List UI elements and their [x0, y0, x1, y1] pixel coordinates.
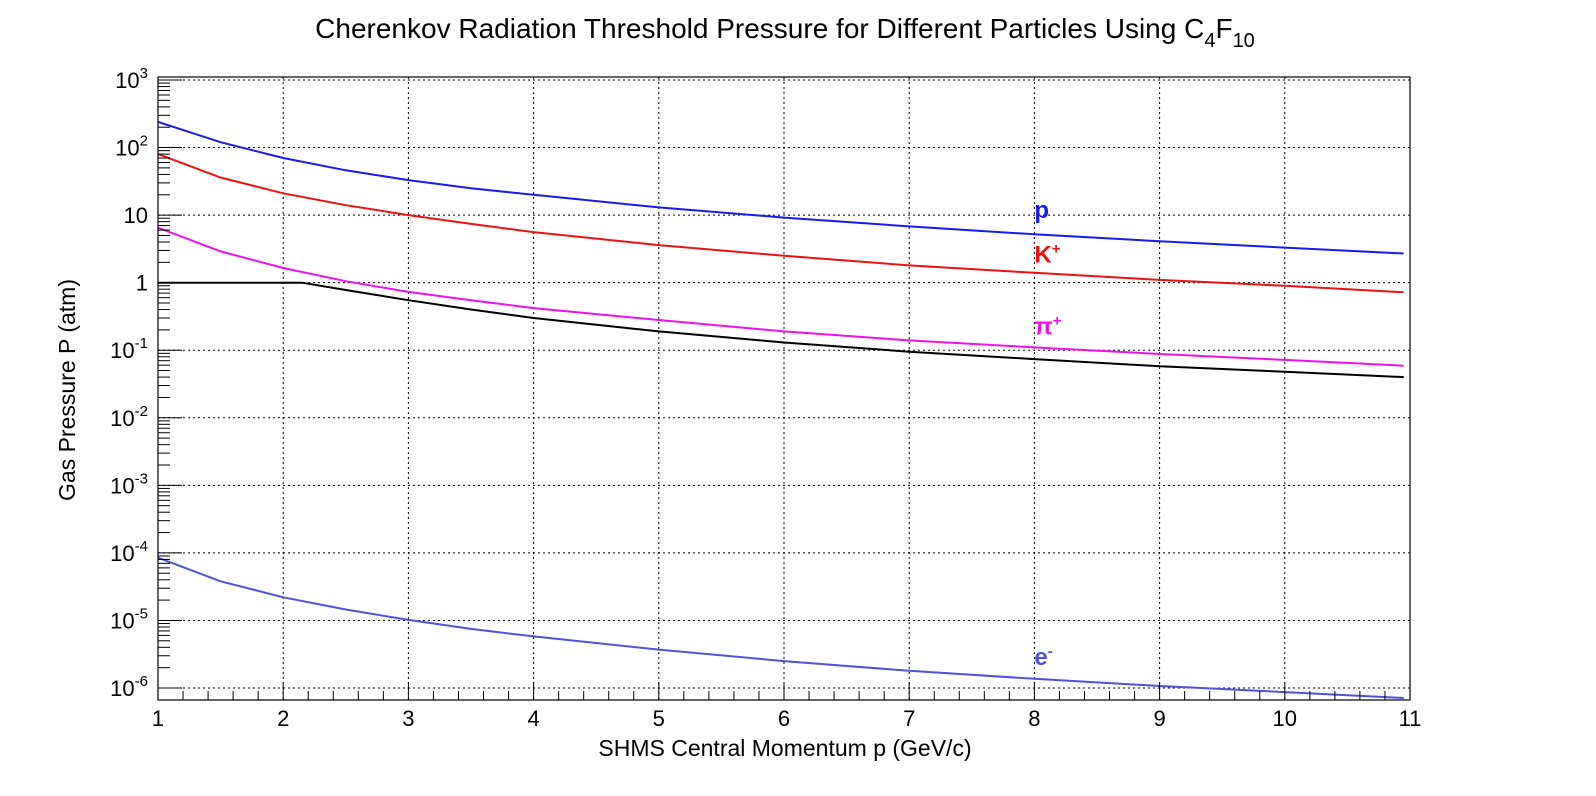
y-tick-label: 103	[115, 65, 148, 93]
y-tick-label: 10-2	[110, 403, 148, 431]
series-layer	[157, 120, 1404, 699]
x-axis-label: SHMS Central Momentum p (GeV/c)	[598, 735, 971, 761]
series-label: e-	[1034, 643, 1052, 671]
series-label: π+	[1034, 313, 1061, 341]
x-tick-label: 5	[653, 706, 665, 731]
x-tick-label: 4	[527, 706, 539, 731]
x-tick-label: 10	[1273, 706, 1297, 731]
y-tick-label: 10-1	[110, 335, 148, 363]
x-tick-label: 6	[778, 706, 790, 731]
x-tick-label: 1	[152, 706, 164, 731]
chart-title: Cherenkov Radiation Threshold Pressure f…	[315, 13, 1255, 52]
series-line-3	[158, 281, 1404, 379]
series-line-0-p	[157, 120, 1404, 255]
x-tick-label: 3	[402, 706, 414, 731]
x-tick-label: 2	[277, 706, 289, 731]
x-tick-label: 7	[903, 706, 915, 731]
x-tick-label: 8	[1028, 706, 1040, 731]
x-tick-label: 11	[1399, 706, 1422, 731]
y-tick-label: 102	[115, 133, 148, 161]
series-line-2-π	[157, 226, 1404, 367]
x-tick-label: 9	[1153, 706, 1165, 731]
y-tick-label: 10-6	[110, 673, 148, 701]
y-tick-label: 10-4	[110, 538, 148, 566]
series-label: p	[1034, 197, 1049, 224]
series-line-1-K	[157, 153, 1404, 294]
ticks: 1 2 3 4 5 6 7 8 9 10 1110310210110-110-210-310-410…	[110, 65, 1421, 731]
y-axis-label: Gas Pressure P (atm)	[54, 279, 80, 501]
series-line-4-e	[157, 556, 1404, 699]
series-labels: p K+ π+ e-	[1034, 197, 1061, 671]
y-tick-label: 1	[136, 271, 148, 296]
series-label: K+	[1034, 240, 1060, 268]
y-tick-label: 10-3	[110, 470, 148, 498]
y-tick-label: 10	[124, 203, 148, 228]
y-tick-label: 10-5	[110, 605, 148, 633]
